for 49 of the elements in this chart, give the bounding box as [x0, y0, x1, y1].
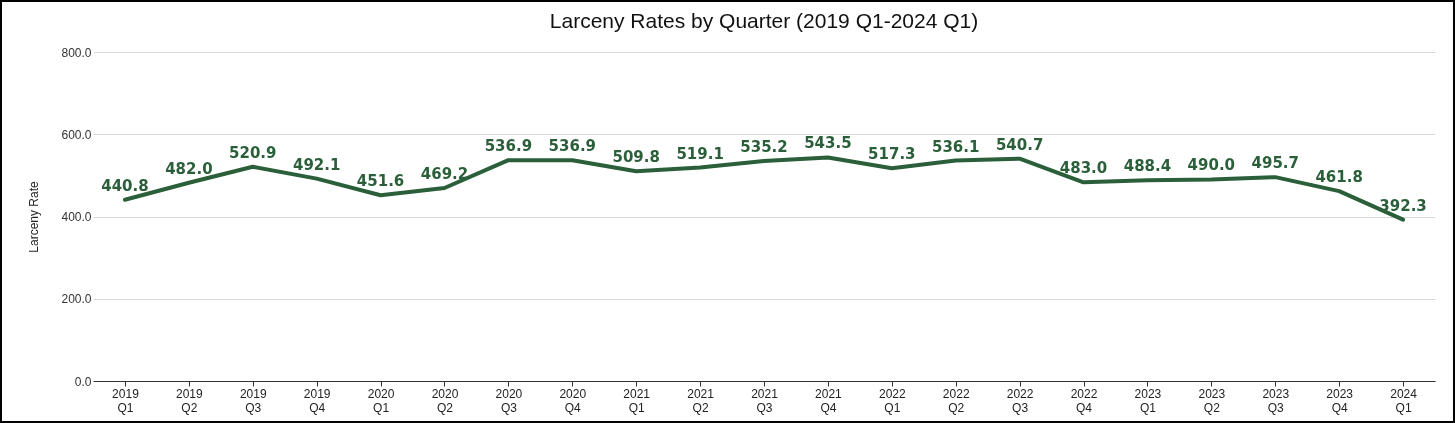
y-tick-label: 600.0 [61, 127, 92, 142]
data-label: 451.6 [356, 172, 405, 191]
data-label: 440.8 [101, 176, 149, 195]
y-tick-label: 400.0 [61, 210, 92, 224]
data-label: 495.7 [1251, 154, 1299, 173]
x-tick-label: 2022 Q1 [878, 386, 906, 415]
x-tick-label: 2022 Q2 [942, 386, 970, 415]
data-label: 490.0 [1187, 156, 1236, 175]
y-tick-label: 200.0 [61, 292, 92, 307]
x-tick-label: 2023 Q1 [1134, 386, 1162, 415]
data-label: 392.3 [1379, 196, 1427, 215]
data-label: 540.7 [995, 135, 1044, 154]
x-tick-label: 2021 Q3 [751, 386, 779, 415]
x-tick-label: 2021 Q4 [815, 386, 843, 415]
x-tick-label: 2020 Q2 [431, 386, 459, 415]
data-label: 543.5 [804, 134, 852, 153]
data-label: 519.1 [676, 144, 724, 163]
x-tick-label: 2020 Q4 [559, 386, 587, 415]
x-tick-label: 2019 Q3 [239, 386, 267, 415]
data-label: 509.8 [612, 148, 660, 167]
data-label: 488.4 [1123, 157, 1172, 176]
y-tick-label: 0.0 [74, 374, 92, 389]
data-label: 520.9 [229, 143, 277, 162]
data-label: 483.0 [1059, 159, 1108, 178]
x-tick-label: 2023 Q2 [1198, 386, 1226, 415]
data-label: 536.9 [548, 137, 597, 156]
x-tick-label: 2019 Q2 [176, 386, 204, 415]
x-tick-label: 2023 Q4 [1326, 386, 1354, 415]
x-tick-label: 2019 Q1 [112, 386, 140, 415]
data-label: 461.8 [1315, 168, 1363, 187]
x-tick-label: 2020 Q3 [495, 386, 523, 415]
x-tick-label: 2022 Q4 [1070, 386, 1098, 415]
y-tick-label: 800.0 [61, 45, 92, 60]
x-tick-label: 2021 Q1 [623, 386, 651, 415]
x-tick-label: 2019 Q4 [303, 386, 331, 415]
chart-title: Larceny Rates by Quarter (2019 Q1-2024 Q1) [549, 9, 979, 32]
x-tick-label: 2024 Q1 [1390, 386, 1418, 415]
y-axis-title: Larceny Rate [27, 180, 42, 253]
x-tick-label: 2023 Q3 [1262, 386, 1290, 415]
data-label: 482.0 [165, 159, 213, 178]
data-label: 535.2 [740, 137, 788, 156]
x-tick-label: 2021 Q2 [687, 386, 715, 415]
data-label: 536.9 [484, 137, 533, 156]
data-label: 469.2 [420, 165, 469, 184]
x-tick-label: 2020 Q1 [367, 386, 395, 415]
data-label: 492.1 [292, 155, 341, 174]
data-label: 536.1 [931, 137, 980, 156]
x-tick-label: 2022 Q3 [1006, 386, 1034, 415]
data-label: 517.3 [868, 145, 916, 164]
